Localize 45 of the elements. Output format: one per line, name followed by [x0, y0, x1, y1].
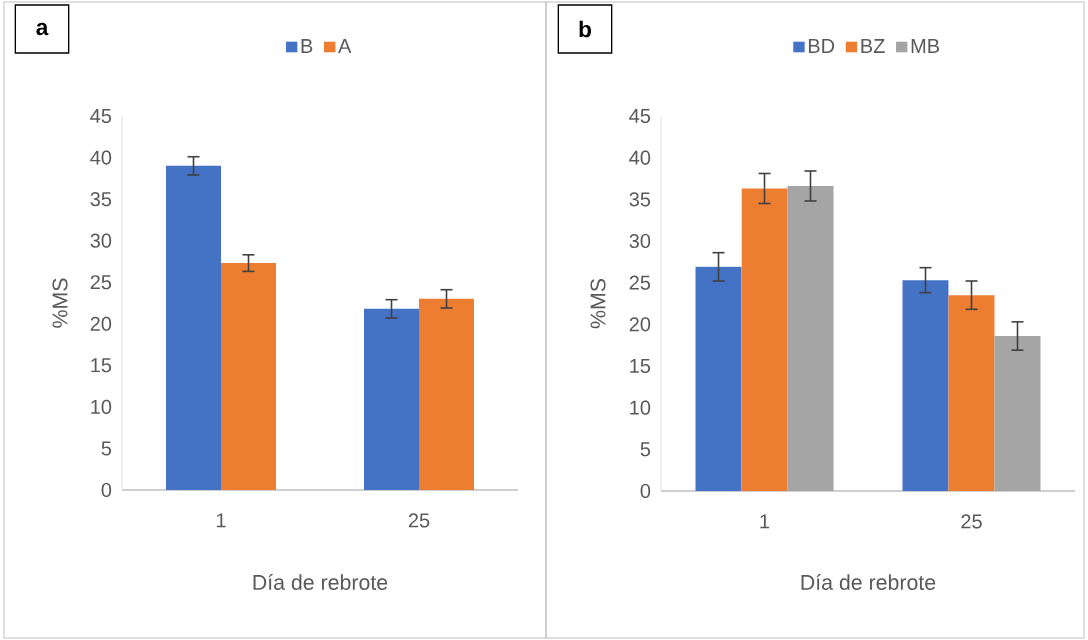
x-tick-label: 25 — [408, 513, 430, 528]
bar — [741, 188, 788, 491]
y-tick-label: 45 — [90, 109, 112, 123]
legend-label: BD — [808, 39, 835, 53]
y-tick-label: 0 — [101, 482, 112, 498]
y-tick-label: 40 — [629, 150, 651, 165]
x-axis-title: Día de rebrote — [253, 574, 388, 590]
bar — [695, 266, 742, 491]
legend-label: MB — [911, 39, 940, 53]
y-tick-label: 35 — [629, 192, 651, 207]
y-axis-title: %MS — [52, 278, 68, 328]
legend-label: A — [338, 39, 352, 53]
y-tick-label: 5 — [101, 441, 112, 456]
y-tick-label: 5 — [640, 442, 651, 457]
bar — [221, 263, 277, 490]
bar — [419, 298, 475, 490]
bar — [948, 295, 995, 491]
bar — [902, 280, 949, 491]
legend-label: BZ — [861, 39, 885, 53]
x-tick-label: 1 — [216, 513, 226, 528]
y-tick-label: 0 — [640, 483, 651, 499]
y-axis-title: %MS — [590, 278, 606, 329]
y-tick-label: 25 — [90, 275, 112, 290]
bar — [787, 186, 834, 491]
y-tick-label: 30 — [90, 233, 112, 248]
y-tick-label: 20 — [90, 316, 112, 331]
chart-title: a — [36, 22, 49, 36]
legend-label: B — [301, 39, 313, 53]
y-tick-label: 15 — [630, 359, 651, 373]
y-tick-label: 30 — [629, 233, 651, 249]
y-tick-label: 20 — [629, 317, 651, 332]
bar — [166, 165, 221, 490]
y-tick-label: 25 — [629, 275, 651, 290]
y-tick-label: 10 — [630, 400, 651, 415]
x-tick-label: 1 — [760, 514, 770, 529]
bar — [364, 308, 419, 490]
y-tick-label: 10 — [91, 399, 112, 414]
y-tick-label: 35 — [90, 192, 112, 207]
y-tick-label: 40 — [90, 150, 112, 165]
chart-title: b — [579, 20, 591, 38]
bar — [994, 336, 1041, 491]
x-tick-label: 25 — [961, 514, 982, 529]
x-axis-title: Día de rebrote — [801, 574, 936, 590]
y-tick-label: 45 — [629, 109, 651, 123]
y-tick-label: 15 — [91, 358, 112, 373]
